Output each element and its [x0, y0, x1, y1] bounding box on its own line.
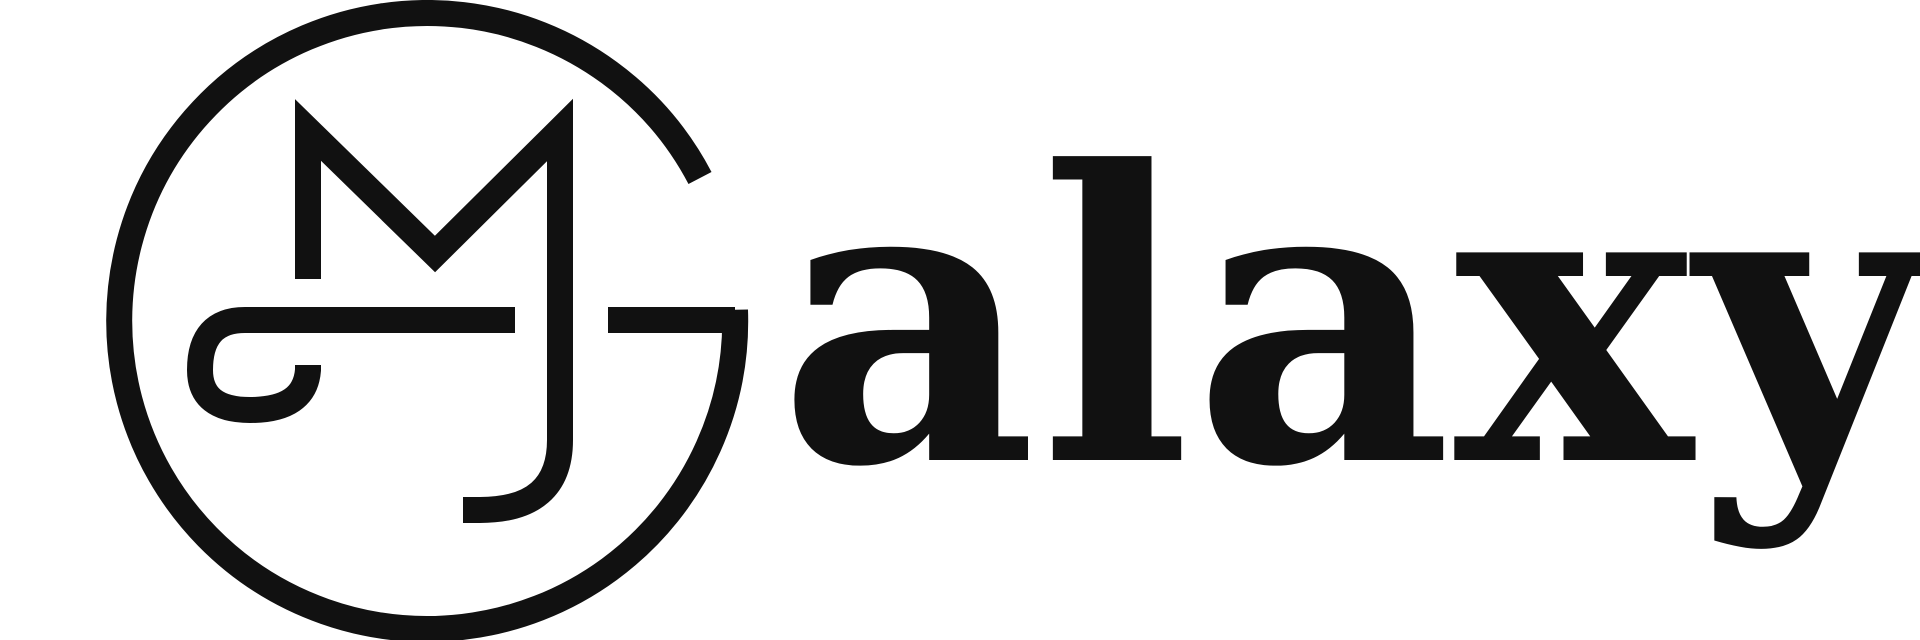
wordmark-text: alaxy	[778, 85, 1920, 555]
